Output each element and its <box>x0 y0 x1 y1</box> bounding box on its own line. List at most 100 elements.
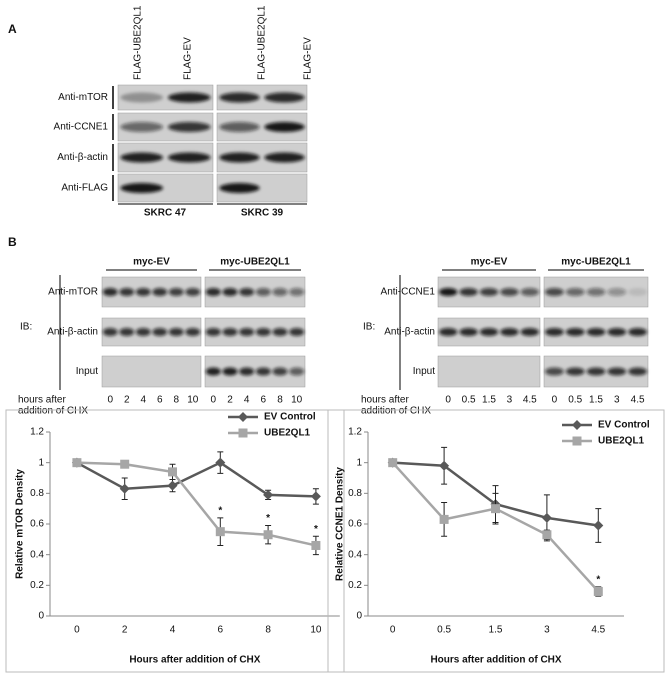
significance-mark: * <box>218 506 222 517</box>
group-label: myc-UBE2QL1 <box>220 257 290 268</box>
blot-band <box>222 367 238 376</box>
blot-band <box>607 367 627 376</box>
blot-band <box>479 288 499 296</box>
x-tick-label: 0 <box>390 625 396 636</box>
blot-band <box>135 288 151 296</box>
blot-band <box>500 328 519 336</box>
blot-band <box>120 152 164 163</box>
chart-frame <box>5 409 345 673</box>
point <box>439 514 449 524</box>
blot-band <box>205 288 221 296</box>
point <box>72 458 82 468</box>
column-label: FLAG-UBE2QL1 <box>133 5 144 80</box>
row-label: Anti-mTOR <box>48 287 98 298</box>
blot <box>101 317 202 347</box>
blot-band <box>222 328 238 336</box>
y-axis-title: Relative mTOR Density <box>15 469 26 579</box>
blot-band <box>607 328 627 336</box>
x-axis-title: Hours after addition of CHX <box>430 655 561 666</box>
y-tick-label: 1.2 <box>30 427 44 438</box>
row-label: Anti-β-actin <box>384 327 435 338</box>
blot-band <box>565 288 585 296</box>
time-axis-label: addition of CHX <box>361 406 431 417</box>
blot-band <box>607 288 627 296</box>
y-tick-label: 0.4 <box>30 549 44 560</box>
row-label: Anti-β-actin <box>57 152 108 163</box>
time-label: 2 <box>227 395 233 406</box>
group-label: myc-EV <box>471 257 508 268</box>
column-label: FLAG-EV <box>303 37 314 80</box>
point <box>263 530 273 540</box>
column-label: FLAG-UBE2QL1 <box>257 5 268 80</box>
point <box>168 467 177 477</box>
point <box>491 504 500 514</box>
y-tick-label: 0.8 <box>348 488 362 499</box>
blot-band <box>565 367 585 376</box>
x-tick-label: 0 <box>74 625 80 636</box>
blot-band <box>439 288 458 296</box>
blot-band <box>264 152 305 163</box>
blot-band <box>185 288 201 296</box>
blot-band <box>255 328 271 336</box>
point <box>119 483 130 494</box>
time-label: 4 <box>140 395 146 406</box>
x-tick-label: 6 <box>218 625 224 636</box>
y-tick-label: 0.8 <box>30 488 44 499</box>
point <box>215 457 226 468</box>
blot-band <box>565 328 585 336</box>
blot-band <box>102 288 118 296</box>
time-label: 6 <box>157 395 163 406</box>
blot-band <box>459 328 478 336</box>
y-tick-label: 1.2 <box>348 427 362 438</box>
blot-band <box>205 328 221 336</box>
blot-band <box>272 367 288 376</box>
point <box>542 530 552 540</box>
time-label: 8 <box>173 395 179 406</box>
blot <box>204 276 306 308</box>
y-tick-label: 0.2 <box>30 580 44 591</box>
time-label: 6 <box>261 395 267 406</box>
time-label: 0.5 <box>462 395 476 406</box>
series-line <box>391 461 600 593</box>
blot-band <box>586 288 606 296</box>
blot-band <box>219 183 260 193</box>
blot-band <box>120 122 164 132</box>
row-label: Input <box>413 366 435 377</box>
series-line <box>76 461 317 547</box>
point <box>593 586 603 596</box>
blot-band <box>239 288 255 296</box>
chart-frame <box>327 409 665 673</box>
blot-band <box>586 328 606 336</box>
point <box>541 512 552 523</box>
blot-band <box>586 367 606 376</box>
blot-band <box>255 288 271 296</box>
blot-band <box>239 367 255 376</box>
panel-label: A <box>8 22 17 36</box>
legend-marker <box>238 412 248 422</box>
blot-band <box>439 328 458 336</box>
blot-band <box>272 288 288 296</box>
x-tick-label: 10 <box>310 625 322 636</box>
time-label: 1.5 <box>482 395 496 406</box>
x-tick-label: 3 <box>544 625 550 636</box>
blot-band <box>205 367 221 376</box>
y-tick-label: 0.2 <box>348 580 362 591</box>
blot-band <box>289 328 305 336</box>
y-tick-label: 1 <box>356 457 362 468</box>
y-tick-label: 0.6 <box>348 519 362 530</box>
time-label: 2 <box>124 395 130 406</box>
time-label: 0 <box>107 395 113 406</box>
row-label: Anti-β-actin <box>47 327 98 338</box>
point <box>311 540 321 550</box>
time-axis-label: hours after <box>361 395 409 406</box>
column-label: FLAG-EV <box>183 37 194 80</box>
time-label: 1.5 <box>589 395 603 406</box>
blot-band <box>120 92 164 103</box>
blot <box>101 355 202 388</box>
y-tick-label: 0.4 <box>348 549 362 560</box>
blot <box>204 355 306 388</box>
row-label: Anti-CCNE1 <box>54 122 109 133</box>
blot-band <box>500 288 519 296</box>
point <box>388 458 398 468</box>
x-tick-label: 1.5 <box>489 625 503 636</box>
